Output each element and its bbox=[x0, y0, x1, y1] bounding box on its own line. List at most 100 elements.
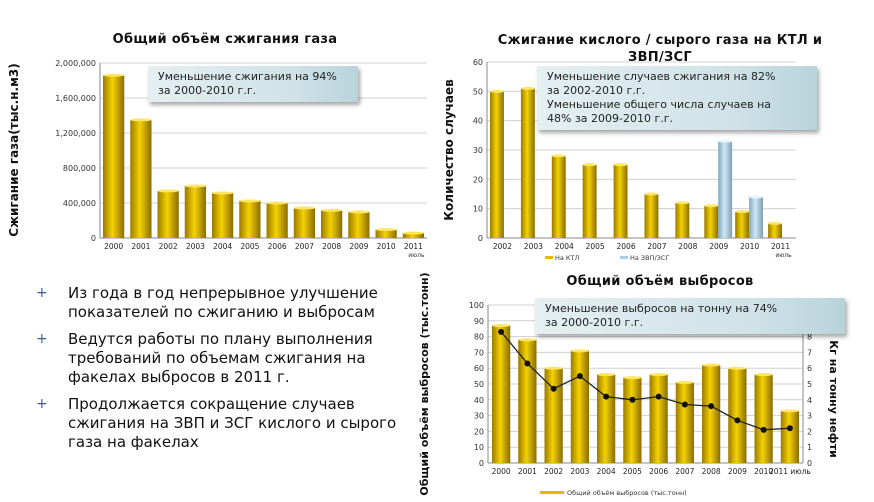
chart3-annotation-line: за 2000-2010 г.г. bbox=[545, 316, 644, 329]
plus-icon: + bbox=[36, 396, 48, 412]
chart2-bar-ktl bbox=[675, 202, 690, 238]
chart1-annotation-line: Уменьшение сжигания на 94% bbox=[158, 70, 337, 83]
chart1-bar bbox=[375, 229, 397, 238]
chart3-line-point bbox=[655, 393, 662, 400]
chart3-line-point bbox=[524, 360, 531, 367]
bullet-text: Продолжается сокращение случаев сжигания… bbox=[68, 395, 397, 451]
chart2-ytick-label: 30 bbox=[473, 146, 483, 155]
chart1-annotation: Уменьшение сжигания на 94% за 2000-2010 … bbox=[148, 66, 358, 102]
chart3-annotation-line: Уменьшение выбросов на тонну на 74% bbox=[545, 302, 778, 315]
chart1-bar-cap bbox=[212, 191, 234, 195]
chart1-xtick-sublabel: июль bbox=[408, 252, 425, 259]
chart2-y-axis-label: Количество случаев bbox=[442, 79, 456, 221]
chart1-bar-cap bbox=[157, 189, 179, 193]
chart3-line-point bbox=[629, 396, 636, 403]
chart1-bar bbox=[293, 207, 315, 238]
bullet-text: Ведутся работы по плану выполнения требо… bbox=[68, 330, 373, 386]
bullet-text: Из года в год непрерывное улучшение пока… bbox=[68, 284, 378, 321]
chart3-bar-cap bbox=[649, 373, 668, 377]
chart3-y2tick-label: 8 bbox=[807, 333, 812, 342]
chart3-bar bbox=[544, 368, 563, 463]
chart3-bar-cap bbox=[754, 373, 773, 377]
chart2-ytick-label: 50 bbox=[473, 87, 483, 96]
chart1-bar bbox=[266, 203, 288, 238]
chart3-bar bbox=[780, 410, 799, 463]
chart1-bar bbox=[103, 75, 125, 238]
chart2-bar-ktl bbox=[613, 164, 628, 238]
chart2-annotation: Уменьшение случаев сжигания на 82% за 20… bbox=[537, 66, 817, 130]
chart3-title: Общий объём выбросов bbox=[566, 274, 754, 289]
chart3-bar bbox=[570, 350, 589, 463]
chart3-bar-cap bbox=[623, 376, 642, 380]
chart3-bar bbox=[492, 325, 511, 463]
chart3-xtick-label: 2002 bbox=[544, 467, 563, 476]
chart2-bar-ktl bbox=[644, 194, 659, 238]
chart3-xtick-label: 2005 bbox=[623, 467, 642, 476]
chart2-ytick-label: 60 bbox=[473, 58, 483, 67]
chart2-xtick-label: 2009 bbox=[709, 242, 728, 251]
chart2-legend-swatch bbox=[620, 256, 628, 259]
chart2-bar-ktl bbox=[768, 223, 783, 238]
chart3-y2tick-label: 5 bbox=[807, 380, 812, 389]
chart1-bar-cap bbox=[184, 184, 206, 188]
chart2-xtick-label: 2004 bbox=[555, 242, 574, 251]
chart3-ytick-label: 40 bbox=[474, 396, 484, 405]
chart2-bar-ktl bbox=[551, 155, 566, 238]
chart1-ytick-label: 1,200,000 bbox=[55, 129, 96, 138]
chart1-ytick-label: 800,000 bbox=[63, 164, 96, 173]
chart2-bar-ktl-cap bbox=[551, 154, 566, 158]
chart2-annotation-line: 48% за 2009-2010 г.г. bbox=[547, 112, 674, 125]
chart2-bar-ktl bbox=[520, 88, 535, 239]
chart2-bar-ktl-cap bbox=[490, 89, 504, 93]
chart3-ytick-label: 90 bbox=[474, 317, 484, 326]
chart2-bar-ktl bbox=[490, 91, 504, 238]
chart3-bar bbox=[728, 368, 747, 463]
chart3-line-point bbox=[603, 393, 610, 400]
chart3-y2tick-label: 2 bbox=[807, 427, 812, 436]
chart3-bar-cap bbox=[780, 409, 799, 413]
chart3-xtick-label: 2009 bbox=[728, 467, 747, 476]
chart1-bar-cap bbox=[321, 208, 343, 212]
chart1-annotation-line: за 2000-2010 г.г. bbox=[158, 84, 257, 97]
chart3-xtick-label: 2011 июль bbox=[769, 467, 811, 476]
chart2-xtick-label: 2010 bbox=[740, 242, 759, 251]
chart1-ytick-label: 400,000 bbox=[63, 199, 96, 208]
chart1-xtick-label: 2007 bbox=[295, 242, 314, 251]
chart2-legend-swatch bbox=[545, 256, 553, 259]
plus-icon: + bbox=[36, 331, 48, 347]
chart1-title: Общий объём сжигания газа bbox=[112, 32, 338, 47]
chart2-title-line2: ЗВП/ЗСГ bbox=[628, 50, 692, 65]
chart1-xtick-label: 2001 bbox=[131, 242, 150, 251]
chart3-line bbox=[500, 331, 790, 431]
chart1-xtick-label: 2005 bbox=[240, 242, 259, 251]
chart1-bar bbox=[402, 233, 424, 238]
chart3-legend-label: Общий объём выбросов (тыс.тонн) bbox=[567, 489, 687, 497]
chart2-bar-ktl-cap bbox=[735, 210, 750, 214]
chart1-xtick-label: 2011 bbox=[404, 242, 423, 251]
bullet-item: + Ведутся работы по плану выполнения тре… bbox=[36, 330, 416, 387]
chart3-line-point bbox=[498, 328, 505, 335]
chart1-bar bbox=[212, 192, 234, 238]
chart2-xtick-label: 2005 bbox=[586, 242, 605, 251]
chart3-y2tick-label: 3 bbox=[807, 412, 812, 421]
chart3-bar-cap bbox=[702, 363, 721, 367]
chart3-line-point bbox=[576, 373, 583, 380]
chart3-annotation: Уменьшение выбросов на тонну на 74% за 2… bbox=[535, 298, 845, 334]
chart3-xtick-label: 2004 bbox=[597, 467, 616, 476]
chart1-xtick-label: 2008 bbox=[322, 242, 341, 251]
chart3-legend-swatch bbox=[540, 491, 564, 494]
chart3-xtick-label: 2010 bbox=[754, 467, 773, 476]
chart3-ytick-label: 70 bbox=[474, 348, 484, 357]
chart2-xtick-label: 2003 bbox=[524, 242, 543, 251]
bullet-list: + Из года в год непрерывное улучшение по… bbox=[36, 284, 416, 460]
chart1-xtick-label: 2002 bbox=[159, 242, 178, 251]
chart2-title: Сжигание кислого / сырого газа на КТЛ и … bbox=[450, 32, 870, 66]
chart3-xtick-label: 2007 bbox=[675, 467, 694, 476]
chart3-xtick-label: 2008 bbox=[702, 467, 721, 476]
chart1-bar-cap bbox=[293, 206, 315, 210]
chart3-ytick-label: 80 bbox=[474, 333, 484, 342]
chart3-xtick-label: 2003 bbox=[570, 467, 589, 476]
chart3-line-point bbox=[734, 417, 741, 424]
chart1-bar bbox=[130, 119, 152, 238]
